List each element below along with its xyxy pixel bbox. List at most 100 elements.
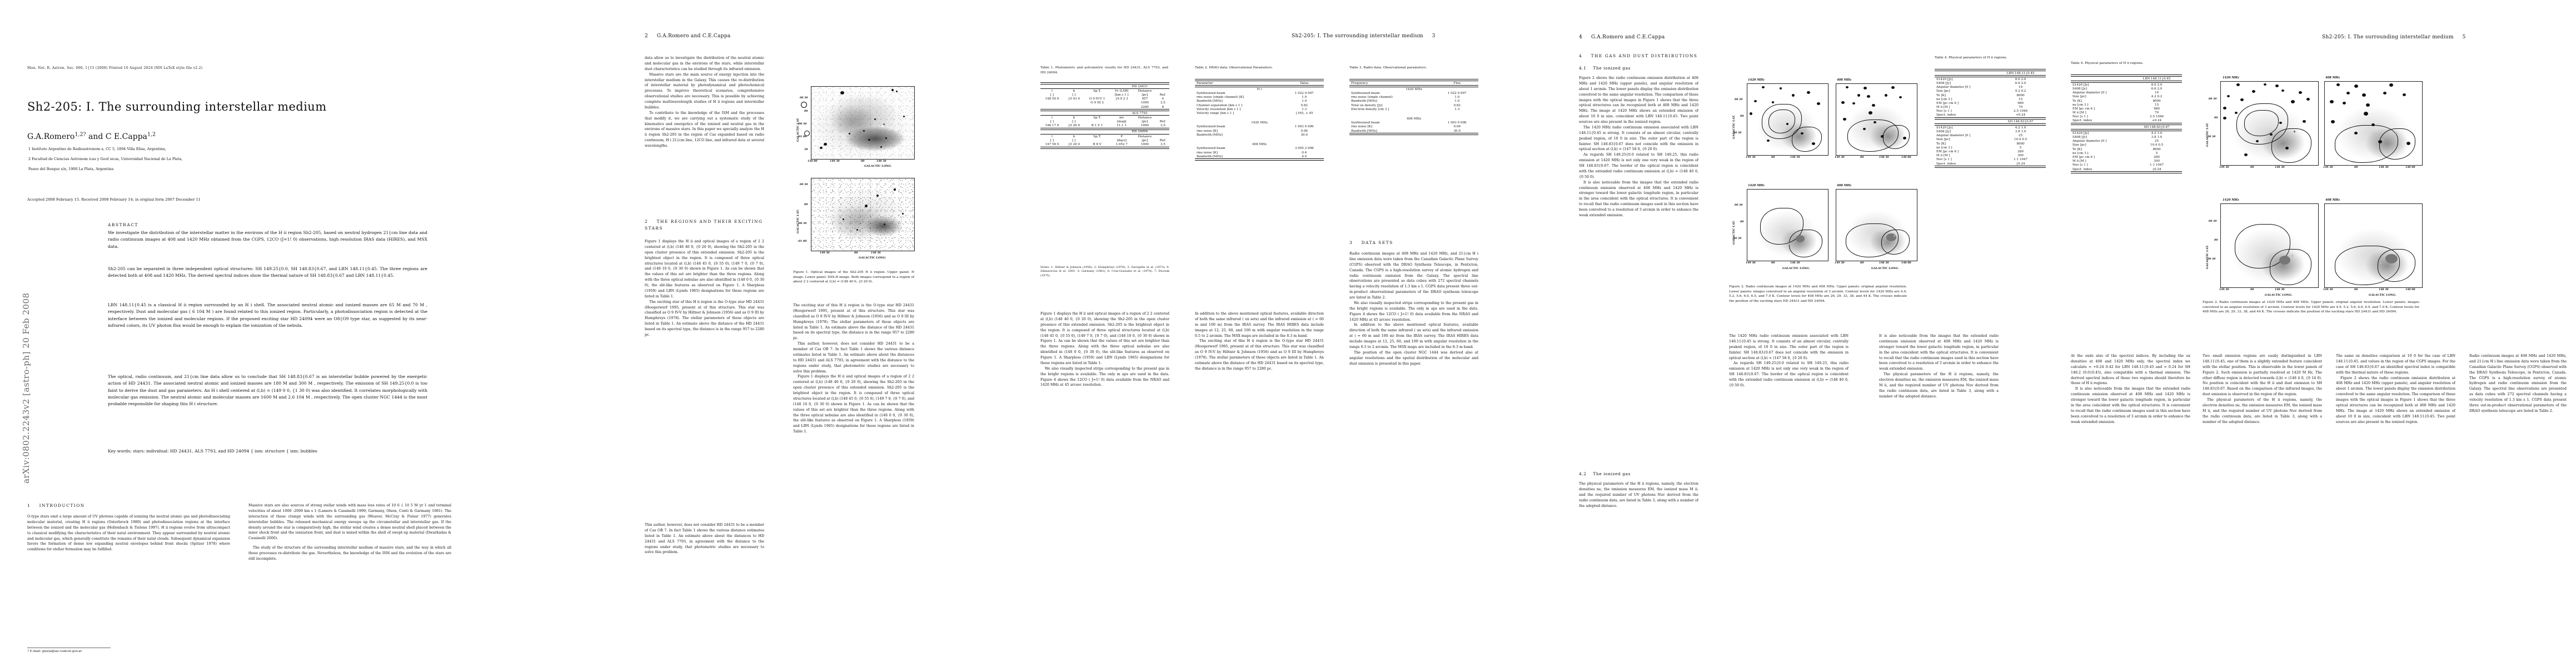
table-row: Spect. index +0.24 (2071, 119, 2182, 123)
point-source (1812, 142, 1815, 145)
cell: 300 (2017, 154, 2024, 158)
cell (1084, 105, 1110, 109)
point-source (1842, 118, 1846, 121)
cell (1040, 101, 1064, 105)
x-tick: 149 30 (820, 252, 830, 255)
cell: 300 (2154, 160, 2160, 163)
cell: Synthesized beam (1197, 91, 1225, 95)
figure-3-xlabel: GALACTIC LONG. (2369, 293, 2396, 297)
table-row: M ii [M ] 300 (1935, 154, 2046, 158)
point-source (1885, 93, 1887, 97)
point-source (1816, 102, 1820, 106)
table-rule (1195, 85, 1324, 88)
table-row: Nuv [s 1 ] 2.5 1046 (1935, 109, 2046, 113)
table-2-group-name: 1420 MHz (1251, 121, 1268, 125)
section-4-2-title: The ionized gas (1593, 471, 1631, 476)
x-tick: 148 30 (1879, 156, 1889, 159)
cell: 5 (2019, 146, 2022, 150)
table-row: Angular diameter [0 ] 10 (1935, 86, 2046, 89)
table-row: S1420 [Jy] 8.0 2.0 (2071, 83, 2182, 87)
panel-label: 1420 MHz (2223, 198, 2239, 202)
paragraph: In addition to the above mentioned optic… (1349, 323, 1478, 349)
table-row: ne [cm 3 ] 5 (1935, 146, 2046, 150)
point-source (863, 130, 865, 132)
cell: 30.0 (1301, 133, 1308, 137)
cell (1064, 105, 1084, 109)
table-3: Frequency Flux 1420 MHz Synthesized beam… (1349, 79, 1478, 136)
point-source (2281, 89, 2284, 92)
noise-grain (811, 87, 914, 159)
running-head-title: Sh2-205: I. The surrounding interstellar… (1292, 33, 1423, 39)
col-unit: Ref. (1159, 93, 1166, 97)
point-source (1841, 101, 1845, 104)
table-4-region: LBN 148.11{0.45 (2142, 77, 2171, 81)
exciting-star-marker: + (1883, 135, 1886, 140)
cell: 4.2 1.0 (2151, 131, 2163, 135)
col-header: mv (1110, 115, 1134, 120)
paragraph: The study of the structure of the surrou… (248, 546, 451, 561)
x-tick: 148 30 (2275, 288, 2285, 291)
col-header (1156, 115, 1169, 120)
page1-column-left: O-type stars emit a large amount of UV p… (27, 514, 230, 552)
table-rule (1349, 133, 1478, 136)
exciting-star-marker: + (2395, 253, 2398, 258)
region-circle-2 (804, 131, 810, 136)
y-tick: 00 (2214, 117, 2218, 120)
running-head-authors: G.A.Romero and C.E.Cappa (1591, 34, 1665, 40)
point-source (894, 188, 896, 191)
point-source (1857, 93, 1860, 97)
page-number: 4 (1579, 34, 1583, 40)
figure-1-upper-frame: + (811, 86, 915, 160)
x-tick: 00 (861, 160, 865, 163)
table-2-group-name: 408 MHz (1252, 143, 1267, 147)
panel-label: 1420 MHz (1748, 184, 1765, 187)
col-header: Distance (1133, 115, 1157, 120)
cell: 1000 (1140, 124, 1149, 128)
paragraph: It is also noticeable from the images th… (2071, 387, 2190, 424)
point-source (2361, 93, 2366, 97)
cell: 1000 (1140, 143, 1149, 147)
table-row: Size [pc] 4.2 0.2 (1935, 89, 2046, 93)
point-source (1771, 101, 1774, 103)
table-rule (2071, 171, 2182, 174)
paragraph: Figure 1 displays the H ii and optical i… (793, 375, 914, 434)
cell: S1420 [Jy] (1936, 126, 1953, 130)
section-3-heading: 3 DATA SETS (1349, 240, 1393, 245)
table-row: ne [cm 3 ] 5 (2071, 151, 2182, 155)
cell: {0 43 0 (1068, 97, 1080, 101)
table-row: Spect. index {0.24 (2071, 167, 2182, 172)
abstract-paragraph-4: The optical, radio continuum, and 21{cm … (108, 374, 427, 407)
section-1-heading: 1 INTRODUCTION (27, 503, 85, 508)
cell: 1.1 1047 (2014, 158, 2028, 162)
point-source (1899, 96, 1902, 98)
cell (2071, 77, 2131, 81)
diffuse-source (1796, 235, 1805, 242)
point-source (2223, 117, 2226, 120)
cell: 0.82 (1453, 103, 1461, 107)
cell: 1 022 0 097 (1294, 91, 1314, 95)
table-row: Channel separation [km s 1 ] 0.82 (1195, 103, 1324, 107)
cell: 15 (2155, 103, 2159, 107)
section-4-number: 4 (1579, 53, 1583, 58)
table-row: S408 [Jy] 6.6 2.0 (1935, 81, 2046, 85)
cell: 6 (1162, 105, 1164, 109)
page5-column-far-right-bottom: Radio continuum images at 408 MHz and 14… (2469, 354, 2567, 414)
affiliation-2: 2 Facultad de Ciencias Astronom icas y G… (28, 157, 183, 161)
point-source (1880, 135, 1884, 138)
point-source (2330, 120, 2335, 123)
affiliation-3: Paseo del Bosque s/n, 1900 La Plata, Arg… (28, 167, 114, 171)
cell: Bandwith [MHz] (1197, 155, 1223, 158)
y-tick: -00 30 (1732, 237, 1742, 240)
point-source (868, 138, 870, 141)
cell: 1 022 0 097 (1447, 91, 1467, 95)
point-source (2275, 84, 2279, 87)
point-source (874, 118, 876, 121)
page3-column-right: Radio continuum images at 408 MHz and 14… (1349, 251, 1478, 366)
x-tick: 00 (1771, 262, 1775, 265)
table-row: Te [K] 8000 (2071, 147, 2182, 151)
exciting-star-marker: + (882, 122, 886, 127)
y-tick: -00 30 (798, 123, 807, 126)
col-unit: [ ] (1050, 138, 1054, 142)
col-unit: [ ] (1072, 138, 1076, 142)
table-row: S408 [Jy] 3.8 1.0 (1935, 130, 2046, 133)
